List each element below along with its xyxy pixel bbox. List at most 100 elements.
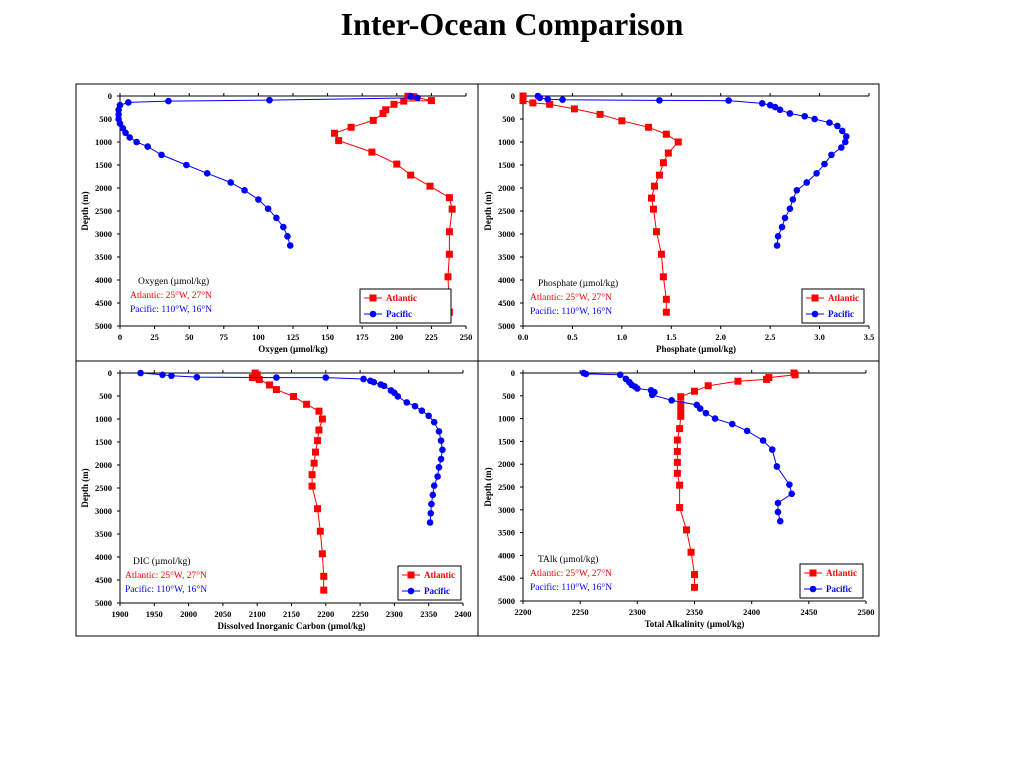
data-point — [435, 428, 443, 435]
x-tick-label: 200 — [390, 332, 403, 342]
legend-marker — [407, 571, 415, 579]
x-tick-label: 2000 — [180, 609, 197, 619]
data-point — [841, 138, 849, 146]
data-point — [315, 426, 323, 434]
data-point — [655, 171, 663, 179]
y-tick-label: 3500 — [498, 528, 515, 538]
data-point — [662, 295, 670, 303]
data-point — [691, 583, 698, 591]
data-point — [529, 99, 537, 107]
data-point — [428, 500, 435, 508]
y-tick-label: 5000 — [498, 596, 515, 606]
data-point — [266, 381, 274, 389]
data-point — [394, 393, 402, 400]
data-point — [435, 464, 443, 471]
y-tick-label: 1500 — [95, 160, 112, 170]
x-axis-title: Oxygen (µmol/kg) — [258, 344, 327, 354]
x-tick-label: 250 — [460, 332, 473, 342]
annotation-pacific: Pacific: 110°W, 16°N — [530, 582, 612, 593]
data-point — [308, 482, 316, 490]
annotation-pacific: Pacific: 110°W, 16°N — [130, 304, 212, 315]
y-tick-label: 4500 — [95, 298, 112, 308]
x-tick-label: 75 — [220, 332, 229, 342]
data-point — [273, 214, 280, 222]
y-tick-label: 3000 — [95, 229, 112, 239]
annotation-title: DIC (µmol/kg) — [133, 556, 190, 567]
y-tick-label: 4000 — [498, 275, 515, 285]
y-tick-label: 2000 — [498, 459, 515, 469]
data-point — [382, 106, 390, 114]
data-point — [303, 400, 311, 408]
data-point — [400, 97, 408, 105]
data-point — [444, 273, 452, 281]
y-tick-label: 3000 — [498, 505, 515, 515]
series-line — [537, 95, 847, 246]
data-point — [811, 115, 818, 123]
x-tick-label: 2.0 — [715, 332, 726, 342]
y-tick-label: 5000 — [95, 321, 112, 331]
annotation: DIC (µmol/kg) Atlantic: 25°W, 27°N Pacific… — [125, 556, 207, 595]
y-tick-label: 1000 — [95, 414, 112, 424]
x-tick-label: 2300 — [629, 607, 646, 617]
data-point — [559, 96, 566, 103]
y-tick-label: 4000 — [498, 550, 515, 560]
data-point — [821, 160, 828, 168]
data-point — [786, 110, 794, 117]
data-point — [839, 127, 846, 135]
data-point — [781, 214, 789, 222]
x-tick-label: 1900 — [112, 609, 129, 619]
data-point — [662, 130, 670, 138]
y-tick-label: 2500 — [95, 206, 112, 216]
legend-marker — [811, 310, 819, 318]
x-tick-label: 2450 — [800, 607, 817, 617]
data-point — [426, 182, 434, 190]
data-point — [544, 95, 552, 103]
annotation-pacific: Pacific: 110°W, 16°N — [530, 306, 612, 317]
y-tick-label: 3500 — [498, 252, 515, 262]
data-point — [786, 481, 793, 489]
data-point — [546, 100, 554, 108]
data-point — [673, 469, 681, 477]
x-tick-label: 125 — [287, 332, 300, 342]
data-point — [144, 143, 151, 150]
data-point — [649, 205, 657, 213]
data-point — [793, 187, 801, 194]
data-point — [347, 123, 355, 131]
data-point — [664, 149, 672, 157]
series-atlantic — [331, 92, 456, 316]
data-point — [320, 572, 328, 580]
data-point — [826, 119, 833, 126]
data-point — [115, 111, 122, 118]
data-point — [308, 471, 316, 479]
data-point — [122, 129, 129, 137]
legend-label: Pacific — [386, 309, 412, 319]
page-title: Inter-Ocean Comparison — [340, 6, 684, 42]
data-point — [536, 94, 544, 102]
data-point — [677, 412, 685, 420]
x-tick-label: 2250 — [572, 607, 589, 617]
data-point — [414, 94, 421, 102]
data-point — [407, 92, 414, 100]
legend-label: Pacific — [424, 586, 450, 596]
data-point — [650, 182, 658, 190]
data-point — [445, 194, 453, 202]
legend-marker — [809, 585, 817, 593]
annotation-title: Phosphate (µmol/kg) — [538, 278, 618, 289]
x-tick-label: 25 — [150, 332, 159, 342]
data-point — [379, 109, 387, 117]
data-point — [427, 97, 435, 105]
data-point — [390, 100, 398, 108]
legend-marker — [369, 310, 377, 318]
legend-label: Atlantic — [828, 293, 859, 303]
data-point — [774, 508, 782, 516]
y-tick-label: 0 — [511, 91, 515, 101]
annotation: Phosphate (µmol/kg) Atlantic: 25°W, 27°N P… — [530, 278, 618, 317]
legend-label: Atlantic — [424, 570, 455, 580]
data-point — [370, 378, 378, 386]
y-tick-label: 4500 — [498, 573, 515, 583]
data-point — [673, 436, 681, 444]
legend-marker — [811, 294, 819, 302]
data-point — [427, 510, 435, 517]
data-point — [445, 228, 453, 236]
y-tick-label: 3500 — [95, 252, 112, 262]
